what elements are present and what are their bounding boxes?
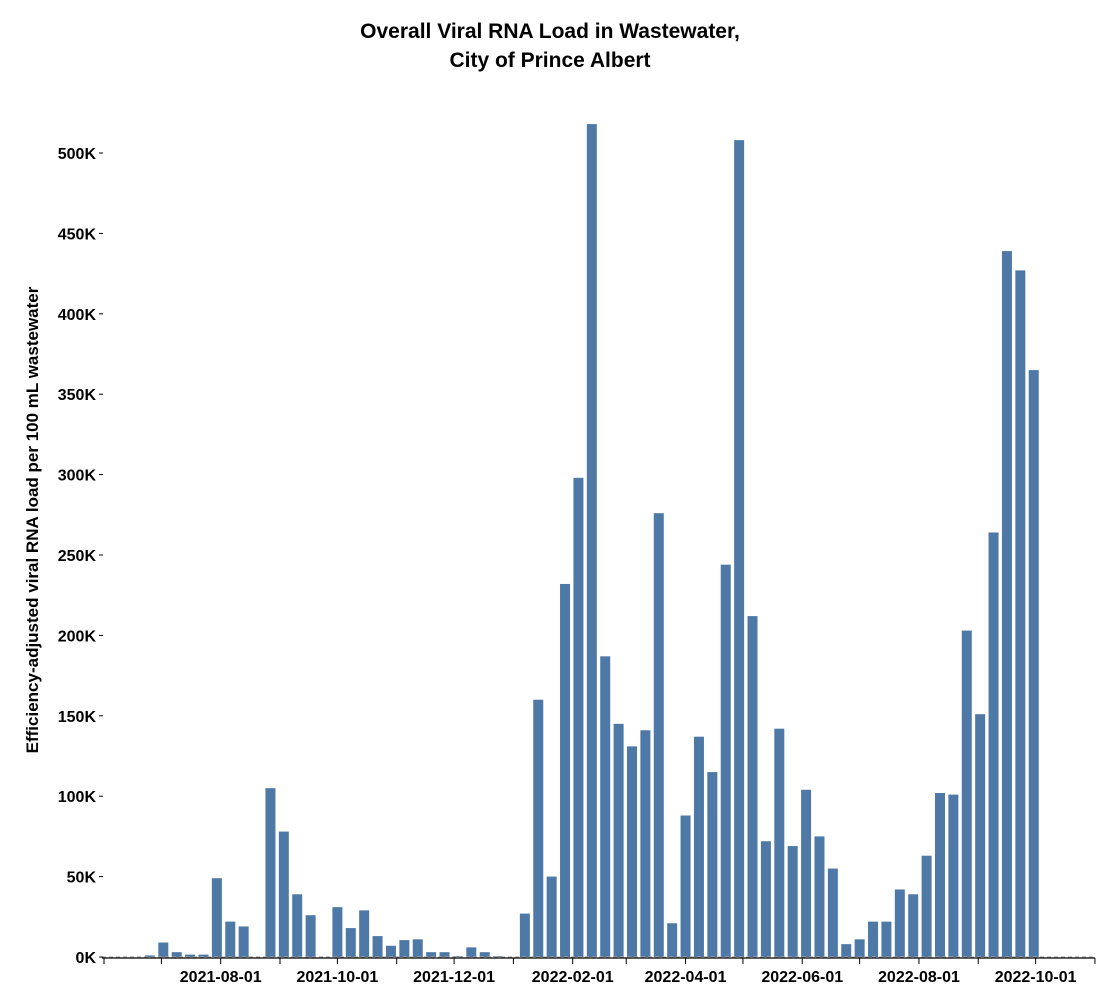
bar-2021-11-12 [412, 939, 423, 957]
y-tick-label: 450K [58, 226, 97, 243]
bar-2022-08-26 [961, 630, 972, 957]
bar-2021-08-13 [238, 926, 249, 957]
y-tick-label: 200K [58, 628, 97, 645]
bar-2021-11-26 [439, 952, 450, 957]
bar-2021-07-09 [171, 952, 182, 957]
bars [144, 124, 1039, 958]
bar-2022-07-15 [881, 921, 892, 957]
bar-2022-01-28 [560, 583, 571, 957]
bar-2021-10-22 [372, 936, 383, 957]
bar-2022-09-02 [975, 714, 986, 957]
bar-2022-06-03 [801, 789, 812, 957]
bar-2022-02-04 [573, 477, 584, 957]
y-tick-label: 50K [67, 870, 97, 887]
bar-2022-07-01 [854, 939, 865, 957]
bar-2022-04-08 [693, 736, 704, 957]
bar-2021-07-30 [211, 878, 222, 957]
bar-2021-08-06 [225, 921, 236, 957]
x-tick-label: 2022-10-01 [995, 969, 1077, 986]
y-tick-label: 0K [76, 950, 97, 967]
bar-2022-08-12 [934, 792, 945, 957]
bar-2022-05-27 [787, 846, 798, 957]
bar-2021-12-17 [479, 952, 490, 957]
bar-2022-08-19 [948, 794, 959, 957]
bar-2021-07-23 [198, 954, 209, 957]
bar-2021-09-03 [278, 831, 289, 957]
y-tick-label: 150K [58, 709, 97, 726]
bar-2021-12-10 [466, 947, 477, 957]
bar-2021-10-15 [359, 910, 370, 957]
chart-title-line-2: City of Prince Albert [449, 49, 650, 72]
bar-2021-10-01 [332, 907, 343, 957]
bar-2022-05-06 [747, 616, 758, 957]
bar-2022-07-22 [894, 889, 905, 957]
y-tick-label: 350K [58, 387, 97, 404]
bar-2022-04-01 [680, 815, 691, 957]
bar-2022-03-18 [653, 513, 664, 957]
y-tick-label: 500K [58, 146, 97, 163]
bar-2022-03-25 [667, 923, 678, 957]
bar-2022-02-25 [613, 723, 624, 957]
bar-2021-07-16 [185, 954, 196, 957]
bar-2022-09-16 [1001, 251, 1012, 957]
x-tick-label: 2022-06-01 [761, 969, 843, 986]
bar-2022-01-21 [546, 876, 557, 957]
bar-2022-02-11 [586, 124, 597, 957]
bar-2021-07-02 [158, 942, 169, 957]
bar-2022-02-18 [600, 656, 611, 957]
bar-2022-04-29 [734, 140, 745, 958]
x-tick-label: 2022-04-01 [645, 969, 727, 986]
bar-2022-09-09 [988, 532, 999, 957]
x-tick-label: 2022-08-01 [878, 969, 960, 986]
bar-2021-10-08 [345, 928, 356, 957]
bar-2021-10-29 [385, 945, 396, 957]
bar-2021-11-19 [426, 952, 437, 957]
bar-2022-07-08 [868, 921, 879, 957]
bar-2021-08-27 [265, 788, 276, 957]
axes: 2021-08-01 2021-10-01 2021-12-01 2022-02-01… [58, 146, 1096, 986]
bar-2022-07-29 [908, 894, 919, 957]
bar-2022-03-11 [640, 730, 651, 957]
bar-2022-03-04 [626, 746, 637, 957]
y-tick-label: 250K [58, 548, 97, 565]
y-tick-label: 300K [58, 468, 97, 485]
x-tick-label: 2021-08-01 [180, 969, 262, 986]
bar-2022-06-17 [827, 868, 838, 957]
bar-2021-12-24 [493, 956, 504, 957]
bar-2021-09-17 [305, 915, 316, 957]
x-tick-label: 2022-02-01 [532, 969, 614, 986]
bar-2021-11-05 [399, 940, 410, 957]
bar-2022-09-30 [1028, 370, 1039, 958]
chart-title-line-1: Overall Viral RNA Load in Wastewater, [360, 20, 740, 43]
y-tick-label: 100K [58, 789, 97, 806]
bar-2022-06-10 [814, 836, 825, 957]
bar-2022-06-24 [841, 944, 852, 957]
x-tick-label: 2021-12-01 [413, 969, 495, 986]
bar-2022-08-05 [921, 855, 932, 957]
bar-2022-05-20 [774, 728, 785, 957]
x-tick-label: 2021-10-01 [296, 969, 378, 986]
bar-2021-09-10 [292, 894, 303, 957]
bar-2022-04-22 [720, 564, 731, 957]
bar-2022-01-14 [533, 699, 544, 957]
bar-2022-05-13 [760, 841, 771, 957]
y-axis-label: Efficiency-adjusted viral RNA load per 1… [23, 286, 42, 753]
y-tick-label: 400K [58, 307, 97, 324]
bar-2021-12-03 [452, 956, 463, 957]
bar-2022-09-23 [1015, 270, 1026, 957]
bar-2022-04-15 [707, 772, 718, 957]
bar-2021-06-25 [144, 955, 155, 957]
bar-2022-01-07 [519, 913, 530, 957]
